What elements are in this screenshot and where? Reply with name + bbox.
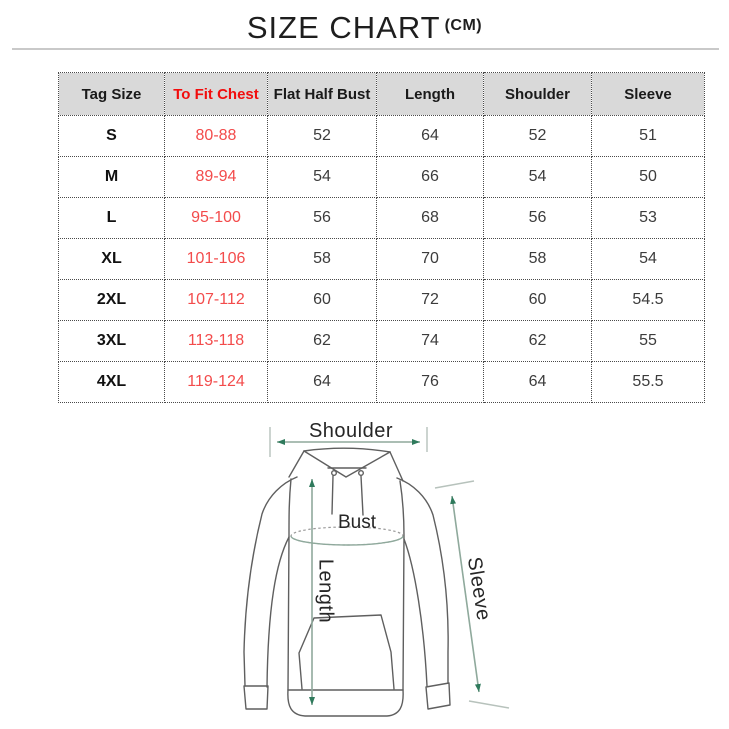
cell-shoulder: 60: [483, 279, 592, 321]
cell-tag: M: [58, 156, 165, 198]
cell-sleeve: 50: [591, 156, 705, 198]
cell-shoulder: 62: [483, 320, 592, 362]
cell-length: 74: [376, 320, 484, 362]
cell-chest: 101-106: [164, 238, 268, 280]
cell-tag: L: [58, 197, 165, 239]
cell-sleeve: 55.5: [591, 361, 705, 403]
title-text: SIZE CHART: [246, 10, 441, 45]
sleeve-tick-top: [434, 480, 475, 489]
bust-label: Bust: [338, 512, 377, 533]
cell-bust: 54: [267, 156, 377, 198]
cell-length: 64: [376, 115, 484, 157]
cell-length: 68: [376, 197, 484, 239]
cell-bust: 56: [267, 197, 377, 239]
cell-tag: XL: [58, 238, 165, 280]
bust-arc: [290, 535, 404, 546]
table-header-row: Tag Size To Fit Chest Flat Half Bust Len…: [58, 72, 705, 116]
table-row: 2XL 107-112 60 72 60 54.5: [58, 279, 705, 321]
cell-chest: 89-94: [164, 156, 268, 198]
cell-length: 72: [376, 279, 484, 321]
table-row: 3XL 113-118 62 74 62 55: [58, 320, 705, 362]
cell-sleeve: 53: [591, 197, 705, 239]
cell-bust: 60: [267, 279, 377, 321]
cell-sleeve: 51: [591, 115, 705, 157]
cell-sleeve: 54: [591, 238, 705, 280]
header-to-fit-chest: To Fit Chest: [164, 72, 268, 116]
cell-sleeve: 54.5: [591, 279, 705, 321]
header-tag-size: Tag Size: [58, 72, 165, 116]
dimension-annotations: Shoulder Bust Length Sleeve: [269, 420, 510, 709]
cell-bust: 58: [267, 238, 377, 280]
cell-tag: 2XL: [58, 279, 165, 321]
cell-shoulder: 54: [483, 156, 592, 198]
header-length: Length: [376, 72, 484, 116]
cell-bust: 64: [267, 361, 377, 403]
header-flat-half-bust: Flat Half Bust: [267, 72, 377, 116]
cell-chest: 80-88: [164, 115, 268, 157]
size-table: Tag Size To Fit Chest Flat Half Bust Len…: [58, 72, 705, 403]
header-shoulder: Shoulder: [483, 72, 592, 116]
cell-chest: 95-100: [164, 197, 268, 239]
cell-shoulder: 56: [483, 197, 592, 239]
cell-sleeve: 55: [591, 320, 705, 362]
sleeve-arrow: [450, 495, 481, 693]
cell-chest: 113-118: [164, 320, 268, 362]
table-row: L 95-100 56 68 56 53: [58, 197, 705, 239]
cell-shoulder: 52: [483, 115, 592, 157]
table-row: M 89-94 54 66 54 50: [58, 156, 705, 198]
cell-shoulder: 64: [483, 361, 592, 403]
shoulder-label: Shoulder: [309, 420, 393, 442]
page-title: SIZE CHART (CM): [0, 10, 729, 46]
title-unit: (CM): [444, 17, 483, 34]
table-row: 4XL 119-124 64 76 64 55.5: [58, 361, 705, 403]
cell-tag: 4XL: [58, 361, 165, 403]
header-sleeve: Sleeve: [591, 72, 705, 116]
table-row: S 80-88 52 64 52 51: [58, 115, 705, 157]
cell-chest: 119-124: [164, 361, 268, 403]
cell-tag: S: [58, 115, 165, 157]
table-row: XL 101-106 58 70 58 54: [58, 238, 705, 280]
cell-length: 76: [376, 361, 484, 403]
length-label: Length: [315, 559, 337, 623]
cell-length: 66: [376, 156, 484, 198]
hoodie-outline: [243, 447, 451, 717]
sleeve-tick-bottom: [468, 700, 510, 709]
cell-length: 70: [376, 238, 484, 280]
hoodie-measurement-diagram: Shoulder Bust Length Sleeve: [243, 420, 510, 717]
cell-bust: 52: [267, 115, 377, 157]
cell-shoulder: 58: [483, 238, 592, 280]
title-divider: [12, 48, 719, 50]
cell-tag: 3XL: [58, 320, 165, 362]
cell-bust: 62: [267, 320, 377, 362]
cell-chest: 107-112: [164, 279, 268, 321]
